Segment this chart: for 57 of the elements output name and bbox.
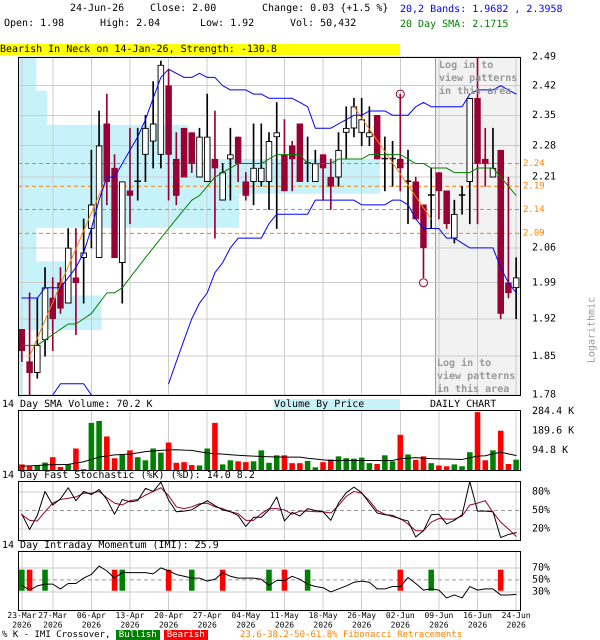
text: Low: 1.92 bbox=[200, 18, 254, 29]
x-tick-label: 16-Jun 2026 bbox=[463, 610, 492, 630]
x-tick-label: 13-Apr 2026 bbox=[116, 610, 145, 630]
ref-line-label: 2.24 bbox=[523, 158, 545, 169]
x-tick-label: 11-May 2026 bbox=[270, 610, 300, 630]
text: 20,2 Bands: 1.9682 , 2.3958 bbox=[400, 3, 563, 17]
y-tick-label: 2.28 bbox=[532, 140, 556, 152]
text: Vol: 50,432 bbox=[290, 18, 356, 29]
x-tick-label: 02-Jun 2026 bbox=[386, 610, 415, 630]
text: Bearish bbox=[164, 630, 208, 640]
y-tick-label: 1.92 bbox=[532, 313, 556, 324]
annotation: Log in to view patterns in this area bbox=[437, 357, 516, 396]
y-tick-label: 189.6 K bbox=[532, 425, 574, 436]
x-tick-label: 23-Mar 2026 bbox=[7, 610, 36, 630]
y-tick-label: 2.21 bbox=[532, 172, 556, 183]
text: 23.6-38.2-50-61.8% Fibonacci Retracements bbox=[240, 630, 462, 640]
text: Open: 1.98 bbox=[4, 18, 64, 29]
y-tick-label: 2.35 bbox=[532, 110, 556, 121]
y-axis-title: Logarithmic bbox=[586, 296, 598, 364]
x-tick-label: 24-Jun 2026 bbox=[502, 610, 531, 630]
ref-line-label: 2.19 bbox=[523, 182, 545, 192]
text: High: 2.04 bbox=[100, 18, 160, 29]
text: Bearish In Neck on 14-Jan-26, Strength: -130.8 bbox=[0, 44, 400, 55]
y-tick-label: 284.4 K bbox=[532, 406, 574, 417]
x-tick-label: 18-May 2026 bbox=[308, 610, 338, 630]
y-tick-label: 2.42 bbox=[532, 80, 556, 92]
text: Change: 0.03 {+1.5 %} bbox=[262, 3, 388, 14]
y-tick-label: 30% bbox=[532, 586, 550, 598]
y-tick-label: 50% bbox=[532, 505, 550, 516]
ref-line-label: 2.09 bbox=[523, 228, 545, 239]
y-tick-label: 50% bbox=[532, 574, 550, 586]
y-tick-label: 1.99 bbox=[532, 277, 556, 288]
text: Close: 2.00 bbox=[150, 3, 216, 14]
y-tick-label: 2.49 bbox=[532, 52, 556, 63]
x-tick-label: 06-Apr 2026 bbox=[76, 610, 106, 630]
y-tick-label: 80% bbox=[532, 486, 550, 498]
y-tick-label: 1.78 bbox=[532, 390, 556, 401]
y-tick-label: 20% bbox=[532, 524, 550, 535]
x-tick-label: 09-Jun 2026 bbox=[424, 610, 454, 630]
chart-title: 14 Day SMA Volume: 70.2 K bbox=[2, 399, 153, 410]
x-tick-label: 04-May 2026 bbox=[231, 610, 260, 630]
x-tick-label: 27-Apr 2026 bbox=[192, 610, 222, 630]
chart-title: 14 Day Intraday Momentum (IMI): 25.9 bbox=[2, 540, 219, 551]
y-tick-label: 94.8 K bbox=[532, 444, 568, 456]
y-tick-label: 70% bbox=[532, 562, 550, 574]
y-tick-label: 2.06 bbox=[532, 242, 556, 254]
text: DAILY CHART bbox=[430, 399, 496, 410]
x-tick-label: 26-May 2026 bbox=[347, 610, 376, 630]
ref-line-label: 2.14 bbox=[523, 204, 545, 215]
text: 20 Day SMA: 2.1715 bbox=[400, 18, 510, 32]
legend-title: % K - IMI Crossover, bbox=[2, 630, 112, 640]
y-tick-label: 1.85 bbox=[532, 350, 556, 362]
x-tick-label: 27-Mar 2026 bbox=[38, 610, 68, 630]
x-tick-label: 20-Apr 2026 bbox=[154, 610, 184, 630]
text: Bullish bbox=[116, 630, 160, 640]
text: Volume By Price bbox=[274, 399, 400, 410]
chart-title: 24-Jun-26 bbox=[70, 3, 124, 14]
